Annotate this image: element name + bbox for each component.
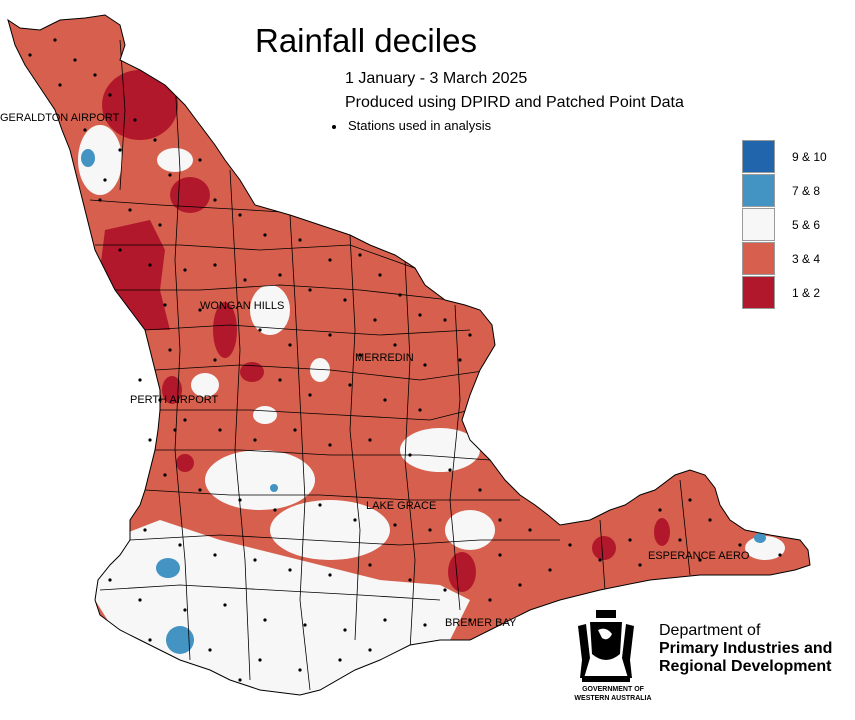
- legend-swatch: [742, 276, 775, 309]
- map-title: Rainfall deciles: [255, 22, 477, 59]
- legend-swatch: [742, 140, 775, 173]
- town-label-bremer-bay: BREMER BAY: [445, 617, 517, 629]
- department-name: Department of Primary Industries and Reg…: [659, 622, 832, 676]
- town-label-wongan-hills: WONGAN HILLS: [200, 300, 285, 312]
- stations-label: Stations used in analysis: [348, 118, 492, 133]
- town-label-merredin: MERREDIN: [355, 352, 414, 364]
- map-subtitle-source: Produced using DPIRD and Patched Point D…: [345, 94, 684, 111]
- town-label-perth: PERTH AIRPORT: [130, 394, 219, 406]
- wa-government-crest-icon: [578, 610, 634, 682]
- legend-label: 1 & 2: [792, 286, 821, 300]
- department-line2: Primary Industries and: [659, 640, 833, 657]
- town-label-lake-grace: LAKE GRACE: [366, 500, 437, 512]
- legend-swatch: [742, 208, 775, 241]
- crest-caption-line1: GOVERNMENT OF: [582, 686, 644, 693]
- stations-legend: Stations used in analysis: [332, 118, 491, 133]
- legend-swatch: [742, 242, 775, 275]
- legend-label: 7 & 8: [792, 184, 821, 198]
- legend-label: 9 & 10: [792, 150, 827, 164]
- crest-caption-line2: WESTERN AUSTRALIA: [574, 695, 652, 702]
- department-line1: Department of: [659, 622, 761, 639]
- crest-caption: GOVERNMENT OF WESTERN AUSTRALIA: [563, 685, 663, 703]
- department-line3: Regional Development: [659, 658, 832, 675]
- town-label-geraldton: GERALDTON AIRPORT: [0, 112, 120, 124]
- legend-swatch: [742, 174, 775, 207]
- legend-label: 3 & 4: [792, 252, 821, 266]
- station-dot-icon: [332, 124, 336, 129]
- map-subtitle-period: 1 January - 3 March 2025: [345, 70, 528, 87]
- legend-label: 5 & 6: [792, 218, 821, 232]
- town-label-esperance: ESPERANCE AERO: [648, 550, 750, 562]
